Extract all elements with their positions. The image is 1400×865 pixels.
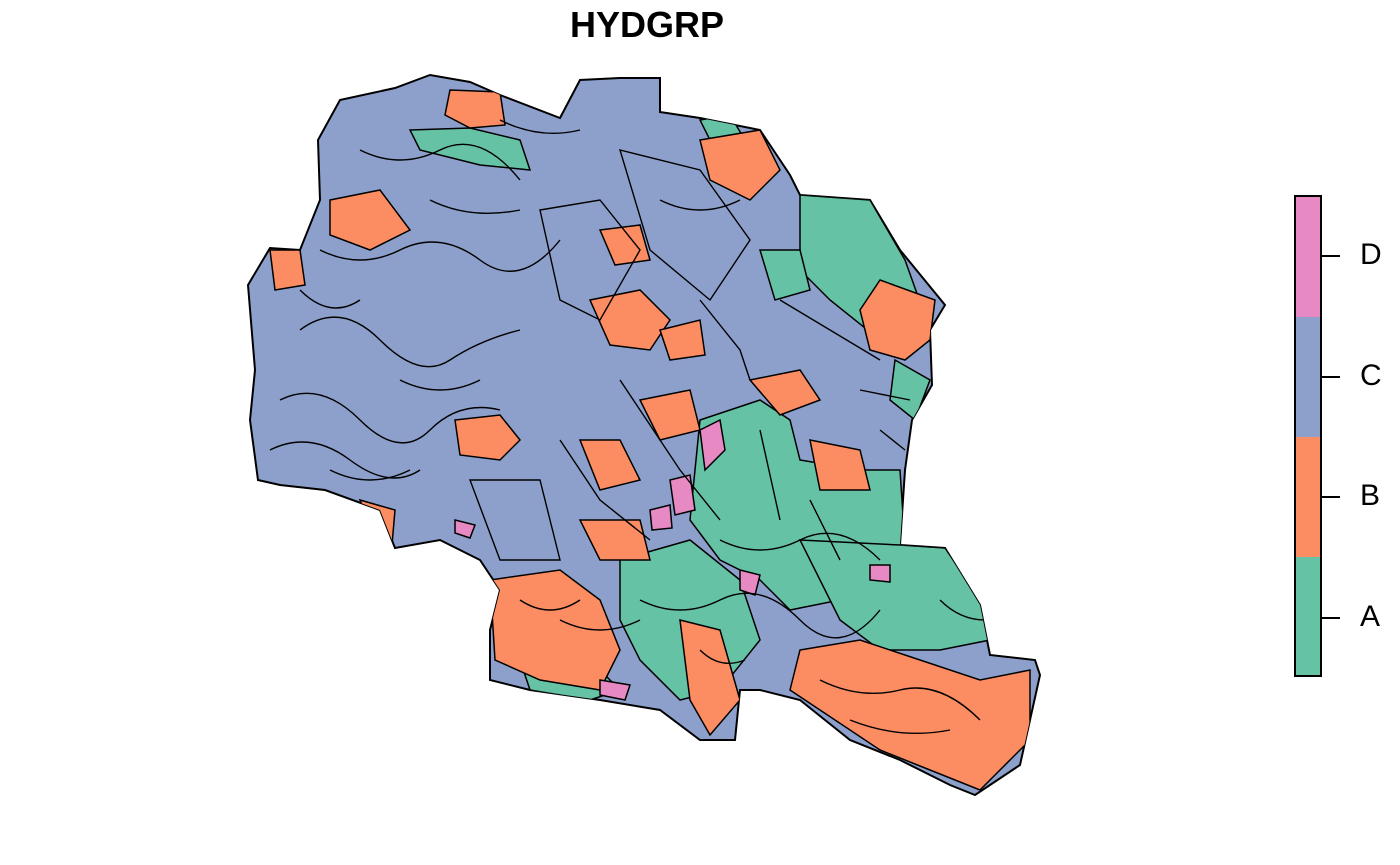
legend-tick: [1322, 255, 1340, 257]
legend-swatch-c: [1296, 317, 1320, 437]
soil-polygon-d: [599, 679, 631, 701]
soil-polygon-b: [659, 319, 706, 361]
soil-polygon-d: [669, 474, 696, 516]
soil-polygon-b: [588, 289, 671, 351]
soil-polygon-b: [679, 619, 741, 737]
soil-polygon-a: [758, 249, 811, 301]
soil-polygon-b: [269, 249, 306, 291]
soil-polygon-b: [489, 569, 621, 691]
legend-swatch-d: [1296, 197, 1320, 317]
legend-swatch-b: [1296, 437, 1320, 557]
soil-polygon-b: [578, 439, 642, 491]
soil-polygon-b: [578, 519, 651, 561]
legend-colorbar: [1294, 195, 1322, 677]
soil-polygon-b: [444, 89, 506, 129]
soil-polygon-d: [699, 418, 726, 472]
map-title: HYDGRP: [569, 4, 725, 45]
soil-polygon-b: [454, 414, 522, 461]
legend-swatch-a: [1296, 557, 1320, 675]
legend-label-c: C: [1360, 359, 1382, 392]
legend-label-a: A: [1360, 600, 1381, 633]
boundary-lines: [269, 119, 986, 735]
soil-polygon-b: [329, 189, 412, 251]
soil-polygon-b: [748, 369, 822, 416]
soil-polygon-d: [869, 564, 891, 583]
soil-polygon-b: [859, 279, 936, 361]
legend-label-d: D: [1360, 238, 1382, 271]
soil-polygon-d: [454, 519, 477, 539]
legend-label-b: B: [1360, 479, 1381, 512]
legend-tick: [1322, 617, 1340, 619]
soil-polygon-d: [739, 569, 761, 596]
legend-tick: [1322, 496, 1340, 498]
legend-tick: [1322, 376, 1340, 378]
soil-polygon-b: [789, 639, 1031, 791]
soil-polygon-b: [809, 439, 871, 491]
soil-polygon-b: [699, 129, 781, 201]
soil-polygon-d: [649, 504, 673, 531]
